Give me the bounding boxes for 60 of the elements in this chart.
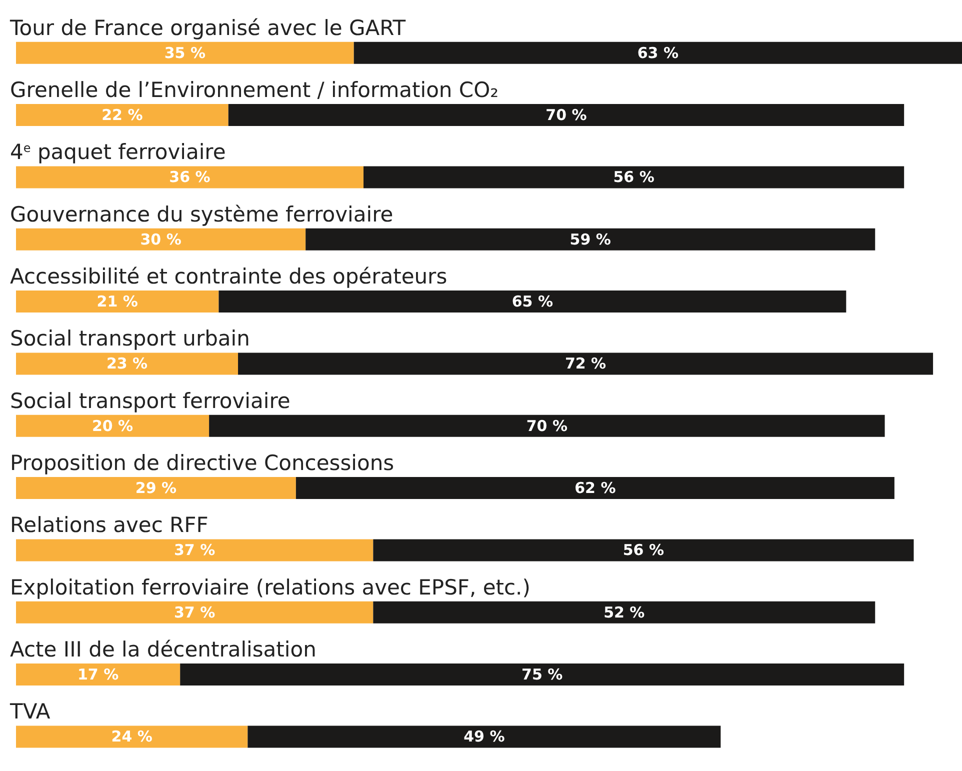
data-label: 29 % [135, 479, 177, 498]
data-label: 21 % [96, 292, 138, 311]
bar [16, 290, 219, 313]
data-label: 30 % [140, 230, 182, 248]
data-label: 49 % [464, 728, 505, 746]
bar [248, 726, 721, 748]
data-label: 56 % [613, 168, 654, 186]
data-label: 37 % [174, 541, 216, 560]
data-label: 65 % [512, 292, 554, 311]
data-label: 36 % [169, 168, 210, 186]
bar [16, 414, 210, 437]
bar [16, 166, 364, 188]
y-tick-label: Gouvernance du système ferroviaire [10, 202, 394, 226]
bar [354, 42, 962, 64]
bar [373, 539, 914, 562]
data-label: 59 % [570, 230, 611, 248]
y-tick-label: 4$^{e}$ paquet ferroviaire [10, 140, 226, 164]
bar [16, 664, 180, 686]
data-label: 70 % [546, 106, 587, 124]
bar [16, 601, 374, 624]
bar [16, 726, 248, 748]
bar [228, 104, 904, 126]
data-label: 56 % [622, 541, 664, 560]
data-label: 22 % [102, 106, 143, 124]
bar [373, 601, 876, 624]
y-tick-label: TVA [9, 700, 51, 724]
bar [16, 42, 354, 64]
bar [16, 539, 374, 562]
bar [306, 228, 876, 250]
data-label: 70 % [526, 416, 568, 435]
bar [364, 166, 904, 188]
y-tick-label: Proposition de directive Concessions [10, 451, 394, 476]
data-label: 24 % [111, 728, 152, 746]
data-label: 23 % [106, 354, 148, 373]
bar [238, 352, 934, 375]
y-tick-label: Exploitation ferroviaire (relations avec EPSF, etc.) [10, 575, 530, 600]
y-tick-label: Social transport urbain [10, 326, 250, 351]
data-label: 72 % [564, 354, 606, 373]
data-label: 63 % [637, 44, 678, 62]
bar [16, 352, 238, 375]
data-label: 62 % [574, 479, 616, 498]
y-tick-label: Tour de France organisé avec le GART [9, 16, 406, 40]
data-label: 37 % [174, 603, 216, 622]
bar [16, 228, 306, 250]
bar [296, 477, 894, 500]
data-label: 35 % [164, 44, 206, 62]
data-label: 52 % [604, 603, 645, 622]
bar [218, 290, 846, 313]
y-tick-label: Social transport ferroviaire [10, 388, 290, 413]
data-label: 17 % [77, 666, 119, 684]
y-tick-label: Acte III de la décentralisation [10, 638, 316, 662]
data-label: 75 % [522, 666, 563, 684]
bar [16, 477, 296, 500]
y-tick-label: Accessibilité et contrainte des opérateurs [10, 264, 448, 289]
bar [180, 664, 904, 686]
bar [209, 414, 885, 437]
data-label: 20 % [92, 416, 134, 435]
bar [16, 104, 228, 126]
y-tick-label: Relations avec RFF [10, 513, 208, 538]
y-tick-label: Grenelle de l’Environnement / information CO₂ [10, 78, 499, 102]
